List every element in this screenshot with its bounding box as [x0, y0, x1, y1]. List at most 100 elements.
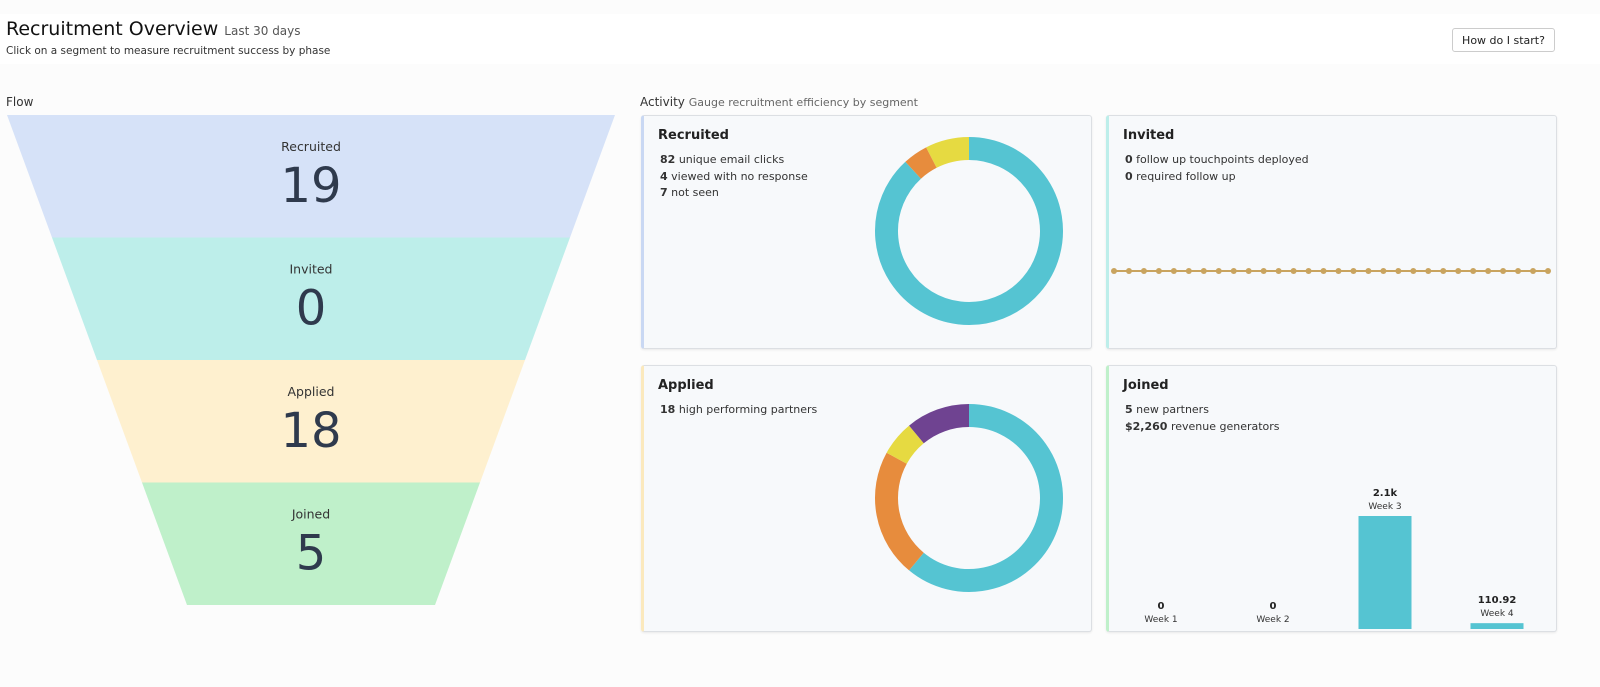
stat-value: 0 — [1125, 153, 1133, 166]
activity-card[interactable]: Joined 5 new partners $2,260 revenue gener… — [1106, 365, 1557, 632]
funnel-value: 0 — [296, 281, 327, 337]
funnel-segment[interactable] — [97, 360, 525, 483]
line-point — [1425, 268, 1432, 274]
stat-line: 7 not seen — [660, 185, 808, 202]
bar-value-label: 110.92 — [1478, 595, 1517, 606]
line-point — [1485, 268, 1492, 274]
stat-value: 7 — [660, 186, 668, 199]
line-point — [1410, 268, 1417, 274]
stat-text: viewed with no response — [671, 169, 808, 183]
funnel-segment[interactable] — [142, 482, 480, 606]
funnel-value: 19 — [280, 158, 341, 214]
bar — [1358, 516, 1412, 629]
stat-value: $2,260 — [1125, 419, 1168, 433]
line-point — [1305, 268, 1312, 274]
line-point — [1440, 268, 1447, 274]
line-point — [1275, 268, 1282, 274]
title-row: Recruitment Overview Last 30 days — [6, 18, 301, 40]
donut-segment — [875, 452, 925, 571]
line-point — [1500, 268, 1507, 274]
bar-value-label: 0 — [1158, 601, 1165, 612]
line-point — [1530, 268, 1537, 274]
line-point — [1290, 268, 1297, 274]
stat-value: 82 — [660, 153, 676, 166]
activity-title-row: Activity Gauge recruitment efficiency by… — [640, 95, 918, 109]
line-point — [1350, 268, 1357, 274]
card-stats: 5 new partners $2,260 revenue generators — [1125, 402, 1280, 435]
donut-segment — [886, 425, 925, 465]
line-point — [1245, 268, 1252, 274]
header — [0, 14, 1600, 64]
flow-title: Flow — [6, 95, 34, 109]
line-point — [1335, 268, 1342, 274]
line-point — [1230, 268, 1237, 274]
activity-title: Activity — [640, 95, 685, 109]
page-subtitle: Last 30 days — [224, 24, 301, 38]
stat-line: 4 viewed with no response — [660, 169, 808, 186]
stat-line: 0 follow up touchpoints deployed — [1125, 152, 1309, 169]
activity-card[interactable]: Applied 18 high performing partners — [641, 365, 1092, 632]
funnel-label: Recruited — [281, 139, 341, 154]
stat-line: 0 required follow up — [1125, 169, 1309, 186]
donut-segment — [926, 137, 970, 168]
activity-card[interactable]: Invited 0 follow up touchpoints deployed 0… — [1106, 115, 1557, 349]
line-point — [1170, 268, 1177, 274]
bar-value-label: 2.1k — [1373, 488, 1398, 499]
card-title: Applied — [658, 378, 714, 393]
donut-segment — [909, 404, 1063, 592]
card-title: Recruited — [658, 128, 729, 143]
help-button[interactable]: How do I start? — [1452, 28, 1555, 52]
line-point — [1470, 268, 1477, 274]
funnel-segment[interactable] — [7, 115, 615, 238]
card-title: Joined — [1123, 378, 1169, 393]
line-point — [1111, 268, 1117, 274]
bar — [1470, 623, 1524, 629]
line-point — [1455, 268, 1462, 274]
stat-text: high performing partners — [678, 403, 818, 416]
line-point — [1185, 268, 1192, 274]
funnel-segment[interactable] — [52, 237, 570, 361]
card-stats: 18 high performing partners — [660, 402, 817, 419]
line-point — [1200, 268, 1207, 274]
bar-value-label: 0 — [1270, 601, 1277, 612]
page-description: Click on a segment to measure recruitmen… — [6, 45, 331, 57]
stat-text: not seen — [671, 186, 719, 199]
stat-text: new partners — [1136, 403, 1209, 416]
funnel-label: Invited — [289, 262, 332, 277]
line-point — [1215, 268, 1222, 274]
line-point — [1260, 268, 1267, 274]
stat-value: 18 — [660, 403, 676, 416]
line-point — [1140, 268, 1147, 274]
line-point — [1125, 268, 1132, 274]
line-point — [1365, 268, 1372, 274]
bar-category-label: Week 2 — [1256, 615, 1289, 625]
donut-segment — [909, 404, 970, 444]
line-point — [1155, 268, 1162, 274]
line-point — [1395, 268, 1402, 274]
stat-line: $2,260 revenue generators — [1125, 419, 1280, 436]
stat-text: unique email clicks — [678, 153, 785, 166]
stat-line: 5 new partners — [1125, 402, 1280, 419]
line-point — [1320, 268, 1327, 274]
stat-value: 5 — [1125, 403, 1133, 416]
card-stats: 82 unique email clicks 4 viewed with no r… — [660, 152, 808, 202]
stat-text: revenue generators — [1170, 419, 1280, 433]
bar-category-label: Week 1 — [1144, 615, 1177, 625]
stat-value: 4 — [660, 169, 668, 183]
stat-text: required follow up — [1136, 169, 1236, 183]
stat-value: 0 — [1125, 169, 1133, 183]
card-title: Invited — [1123, 128, 1175, 143]
activity-subtitle: Gauge recruitment efficiency by segment — [688, 96, 918, 109]
line-point — [1545, 268, 1551, 274]
funnel-value: 5 — [296, 526, 327, 582]
bar-category-label: Week 3 — [1368, 502, 1401, 512]
stat-line: 82 unique email clicks — [660, 152, 808, 169]
funnel-label: Applied — [288, 384, 335, 399]
stat-line: 18 high performing partners — [660, 402, 817, 419]
stat-text: follow up touchpoints deployed — [1136, 153, 1309, 166]
donut-segment — [905, 147, 937, 179]
page-title: Recruitment Overview — [6, 18, 219, 40]
funnel-label: Joined — [291, 507, 330, 522]
